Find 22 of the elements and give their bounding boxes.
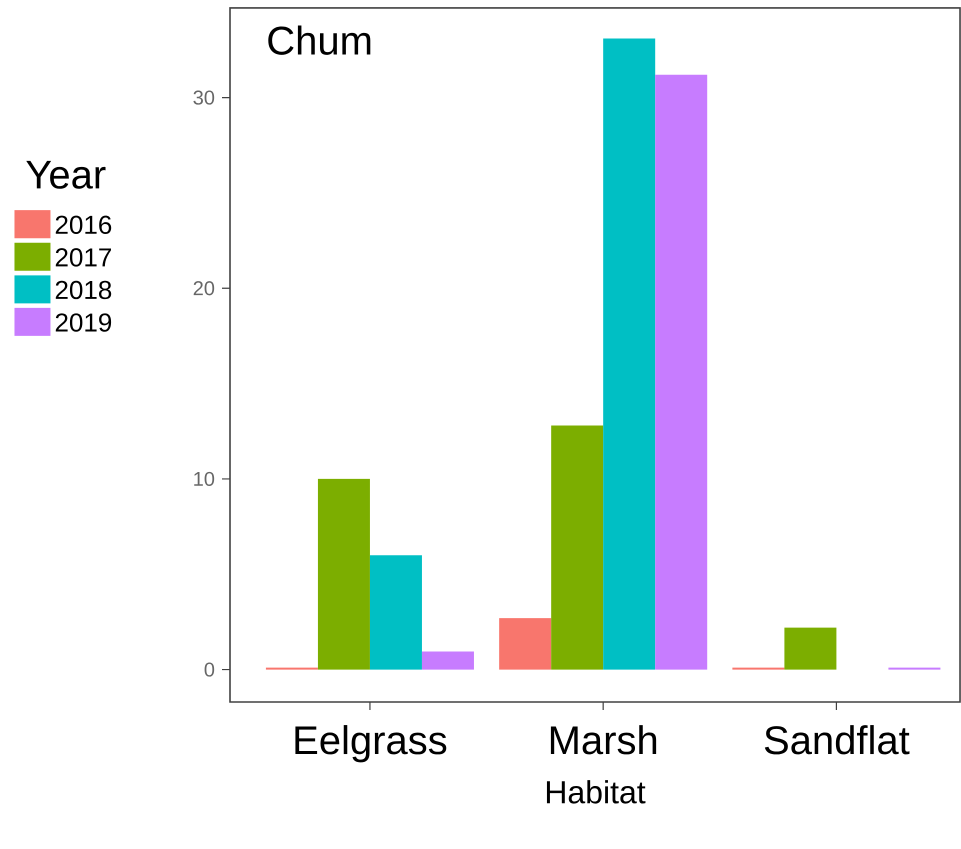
- bar: [499, 618, 552, 670]
- bar: [422, 651, 474, 670]
- y-tick-label: 20: [194, 281, 214, 296]
- legend-label: 2016: [56, 216, 112, 234]
- bar: [318, 478, 370, 670]
- legend-label: 2019: [56, 313, 112, 332]
- legend-label: 2018: [56, 280, 112, 300]
- y-tick-label: 10: [194, 472, 214, 486]
- bar: [370, 555, 422, 670]
- y-tick-label: 0: [204, 662, 214, 677]
- x-tick-label: Eelgrass: [295, 725, 446, 762]
- legend-title: Year: [26, 160, 106, 189]
- bar: [603, 38, 656, 670]
- bar: [655, 74, 708, 670]
- y-tick-label: 30: [193, 90, 214, 105]
- bar: [551, 426, 604, 670]
- x-tick-label: Sandflat: [764, 725, 910, 754]
- chart-title: Chum: [268, 25, 370, 55]
- x-axis-title: Habitat: [546, 780, 646, 804]
- legend-label: 2017: [56, 248, 111, 267]
- bar: [784, 628, 836, 670]
- x-tick-label: Marsh: [550, 725, 656, 754]
